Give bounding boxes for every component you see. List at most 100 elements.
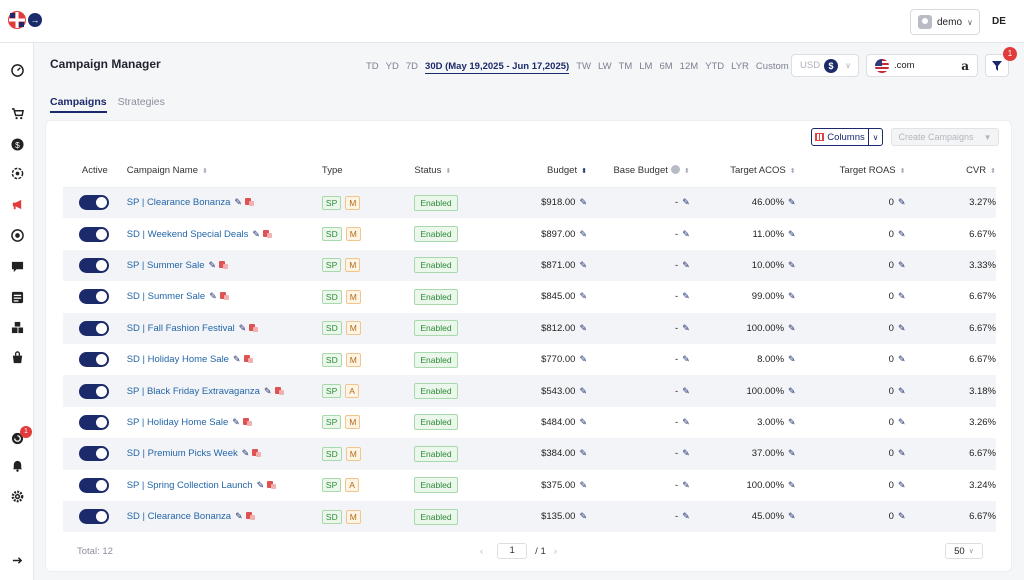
sort-icon[interactable]: ⬍	[445, 167, 452, 175]
bell-icon[interactable]	[10, 458, 24, 472]
sort-icon[interactable]: ⬍	[202, 167, 208, 175]
active-toggle[interactable]	[79, 257, 109, 273]
range-option[interactable]: 30D (May 19,2025 - Jun 17,2025)	[425, 61, 570, 74]
dashboard-icon[interactable]	[10, 63, 24, 77]
edit-pencil-icon[interactable]: ✎	[682, 448, 690, 459]
edit-pencil-icon[interactable]: ✎	[682, 385, 690, 396]
edit-pencil-icon[interactable]: ✎	[788, 322, 796, 333]
edit-pencil-icon[interactable]: ✎	[682, 416, 690, 427]
range-option[interactable]: YD	[385, 61, 399, 72]
campaign-name-link[interactable]: SD | Holiday Home Sale	[126, 354, 229, 366]
edit-pencil-icon[interactable]: ✎	[897, 448, 906, 459]
user-initials[interactable]: DE	[992, 16, 1006, 27]
active-toggle[interactable]	[79, 289, 109, 305]
edit-pencil-icon[interactable]: ✎	[682, 291, 690, 302]
range-option[interactable]: 7D	[405, 61, 419, 72]
active-toggle[interactable]	[79, 446, 109, 462]
page-size-select[interactable]: 50 ∨	[945, 543, 983, 559]
edit-pencil-icon[interactable]: ✎	[682, 197, 690, 208]
edit-pencil-icon[interactable]: ✎	[579, 228, 587, 239]
edit-pencil-icon[interactable]: ✎	[897, 416, 906, 427]
edit-pencil-icon[interactable]: ✎	[897, 197, 906, 208]
active-toggle[interactable]	[79, 477, 109, 493]
sort-descending-icon[interactable]: ⬍	[581, 167, 587, 175]
campaign-name-link[interactable]: SD | Summer Sale	[126, 291, 206, 303]
campaign-name-link[interactable]: SP | Holiday Home Sale	[126, 416, 229, 428]
edit-pencil-icon[interactable]: ✎	[788, 354, 796, 365]
edit-pencil-icon[interactable]: ✎	[235, 511, 243, 522]
range-option[interactable]: YTD	[705, 61, 725, 72]
dollar-icon[interactable]: $	[10, 137, 24, 151]
range-option[interactable]: Custom	[755, 61, 789, 72]
range-option[interactable]: LM	[639, 61, 653, 72]
edit-pencil-icon[interactable]: ✎	[682, 259, 690, 270]
campaign-name-link[interactable]: SD | Clearance Bonanza	[126, 511, 232, 523]
calculator-icon[interactable]	[249, 323, 259, 332]
range-option[interactable]: 12M	[679, 61, 699, 72]
create-campaigns-button[interactable]: Create Campaigns ▼	[891, 128, 999, 146]
edit-pencil-icon[interactable]: ✎	[897, 228, 906, 239]
edit-pencil-icon[interactable]: ✎	[241, 448, 250, 459]
edit-pencil-icon[interactable]: ✎	[897, 511, 906, 522]
expand-sidebar-icon[interactable]: →	[28, 13, 42, 27]
edit-pencil-icon[interactable]: ✎	[788, 259, 796, 270]
edit-pencil-icon[interactable]: ✎	[788, 448, 796, 459]
tab-campaigns[interactable]: Campaigns	[50, 96, 107, 113]
sort-icon[interactable]: ⬍	[990, 167, 996, 175]
calculator-icon[interactable]	[219, 260, 229, 269]
calculator-icon[interactable]	[243, 354, 253, 364]
edit-pencil-icon[interactable]: ✎	[897, 354, 906, 365]
chat-icon[interactable]	[10, 259, 24, 273]
edit-pencil-icon[interactable]: ✎	[579, 448, 587, 459]
sort-icon[interactable]: ⬍	[899, 167, 906, 175]
active-toggle[interactable]	[79, 226, 109, 242]
columns-button[interactable]: Columns ∨	[811, 128, 883, 146]
calculator-icon[interactable]	[274, 386, 284, 395]
settings-icon[interactable]	[10, 489, 24, 503]
prev-page-icon[interactable]: ‹	[480, 545, 484, 557]
currency-select[interactable]: USD $ ∨	[791, 54, 859, 77]
edit-pencil-icon[interactable]: ✎	[238, 322, 247, 333]
edit-pencil-icon[interactable]: ✎	[232, 416, 240, 427]
edit-pencil-icon[interactable]: ✎	[897, 385, 906, 396]
edit-pencil-icon[interactable]: ✎	[232, 354, 241, 365]
boxes-icon[interactable]	[10, 320, 24, 334]
header-target-roas[interactable]: Target ROAS ⬍	[795, 154, 906, 188]
edit-pencil-icon[interactable]: ✎	[682, 322, 690, 333]
calculator-icon[interactable]	[242, 417, 252, 426]
edit-pencil-icon[interactable]: ✎	[208, 259, 217, 270]
range-option[interactable]: LW	[597, 61, 612, 72]
filter-button[interactable]	[985, 54, 1009, 77]
automation-icon[interactable]	[10, 166, 24, 180]
info-icon[interactable]	[670, 164, 680, 174]
header-campaign-name[interactable]: Campaign Name ⬍	[126, 154, 322, 188]
edit-pencil-icon[interactable]: ✎	[788, 479, 796, 490]
collapse-arrow-icon[interactable]	[10, 553, 24, 567]
edit-pencil-icon[interactable]: ✎	[788, 416, 796, 427]
next-page-icon[interactable]: ›	[553, 545, 557, 557]
header-status[interactable]: Status ⬍	[414, 154, 510, 188]
calculator-icon[interactable]	[262, 229, 272, 238]
cart-icon[interactable]	[10, 106, 24, 120]
refresh-icon[interactable]	[10, 431, 24, 445]
megaphone-icon[interactable]	[10, 197, 24, 211]
calculator-icon[interactable]	[267, 480, 277, 489]
calculator-icon[interactable]	[252, 448, 262, 458]
header-cvr[interactable]: CVR ⬍	[905, 154, 996, 188]
edit-pencil-icon[interactable]: ✎	[579, 322, 587, 333]
campaign-name-link[interactable]: SP | Clearance Bonanza	[126, 197, 231, 209]
sort-icon[interactable]: ⬍	[789, 167, 796, 175]
active-toggle[interactable]	[79, 352, 109, 368]
marketplace-select[interactable]: .com a	[866, 54, 978, 77]
active-toggle[interactable]	[79, 320, 109, 336]
campaign-name-link[interactable]: SP | Black Friday Extravaganza	[126, 385, 260, 397]
chevron-down-icon[interactable]: ∨	[872, 132, 879, 142]
page-input[interactable]: 1	[497, 543, 528, 559]
edit-pencil-icon[interactable]: ✎	[788, 291, 796, 302]
edit-pencil-icon[interactable]: ✎	[897, 322, 906, 333]
edit-pencil-icon[interactable]: ✎	[682, 479, 690, 490]
range-option[interactable]: TM	[618, 61, 633, 72]
edit-pencil-icon[interactable]: ✎	[234, 197, 242, 208]
edit-pencil-icon[interactable]: ✎	[252, 228, 260, 239]
edit-pencil-icon[interactable]: ✎	[579, 385, 587, 396]
